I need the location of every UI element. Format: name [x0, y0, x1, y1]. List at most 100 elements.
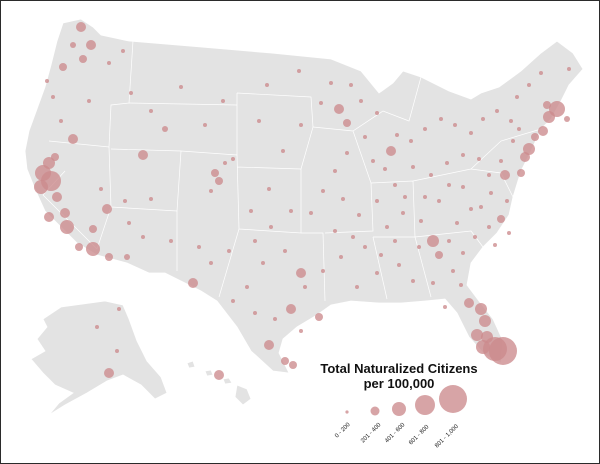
city-bubble: [211, 169, 219, 177]
city-bubble: [283, 249, 287, 253]
city-bubble: [351, 235, 355, 239]
city-bubble: [297, 69, 301, 73]
city-bubble: [121, 49, 125, 53]
city-bubble: [409, 139, 413, 143]
city-bubble: [188, 278, 198, 288]
legend-label: 401 - 600: [384, 422, 407, 445]
city-bubble: [403, 195, 407, 199]
city-bubble: [411, 279, 415, 283]
city-bubble: [127, 221, 131, 225]
city-bubble: [487, 173, 491, 177]
city-bubble: [383, 167, 387, 171]
city-bubble: [527, 83, 531, 87]
city-bubble: [479, 205, 483, 209]
state-boundaries: [42, 40, 542, 302]
city-bubble: [355, 285, 359, 289]
city-bubble: [469, 131, 473, 135]
city-bubble: [51, 95, 55, 99]
city-bubble: [179, 85, 183, 89]
legend-label: 801 - 1,000: [434, 423, 460, 449]
city-bubble: [86, 40, 96, 50]
city-bubble: [395, 133, 399, 137]
legend-label: 0 - 200: [334, 421, 352, 439]
city-bubble: [437, 199, 441, 203]
city-bubble: [99, 187, 103, 191]
city-bubble: [333, 229, 337, 233]
hawaii-maui: [222, 377, 233, 385]
city-bubble: [265, 83, 269, 87]
city-bubble: [221, 99, 225, 103]
city-bubble: [475, 303, 487, 315]
city-bubble: [245, 285, 249, 289]
city-bubble: [423, 127, 427, 131]
hawaii-big-island: [234, 384, 252, 406]
city-bubble: [419, 219, 423, 223]
city-bubble: [497, 215, 505, 223]
city-bubble: [427, 235, 439, 247]
city-bubble: [455, 221, 459, 225]
city-bubble: [141, 235, 145, 239]
legend-labels: 0 - 200 201 - 400 401 - 600 601 - 800 801 - …: [334, 421, 460, 449]
city-bubble: [417, 245, 421, 249]
city-bubble: [371, 159, 375, 163]
city-bubble: [443, 305, 447, 309]
city-bubble: [269, 225, 273, 229]
city-bubble: [329, 81, 333, 85]
hawaii-kauai: [186, 360, 196, 369]
city-bubble: [149, 197, 153, 201]
city-bubble: [451, 269, 455, 273]
legend-symbol: [415, 395, 435, 415]
city-bubble: [257, 119, 261, 123]
city-bubble: [538, 126, 548, 136]
city-bubble: [393, 239, 397, 243]
city-bubble: [129, 91, 133, 95]
city-bubble: [299, 123, 303, 127]
city-bubble: [343, 119, 351, 127]
legend-title-line2: per 100,000: [364, 376, 435, 391]
city-bubble: [435, 251, 443, 259]
city-bubble: [117, 307, 121, 311]
city-bubble: [445, 161, 449, 165]
city-bubble: [357, 213, 361, 217]
city-bubble: [249, 209, 253, 213]
city-bubble: [461, 185, 465, 189]
city-bubble: [447, 183, 451, 187]
city-bubble: [476, 340, 490, 354]
city-bubble: [299, 329, 303, 333]
city-bubble: [473, 235, 477, 239]
city-bubble: [231, 157, 235, 161]
city-bubble: [447, 239, 451, 243]
city-bubble: [214, 370, 224, 380]
city-bubble: [87, 99, 91, 103]
city-bubble: [363, 245, 367, 249]
city-bubble: [493, 243, 497, 247]
city-bubble: [59, 119, 63, 123]
city-bubble: [215, 177, 223, 185]
city-bubble: [138, 150, 148, 160]
city-bubble: [209, 189, 213, 193]
city-bubble: [431, 281, 435, 285]
city-bubble: [511, 139, 515, 143]
city-bubble: [45, 79, 49, 83]
city-bubble: [289, 361, 297, 369]
city-bubble: [523, 143, 535, 155]
city-bubble: [339, 255, 343, 259]
city-bubble: [52, 192, 62, 202]
legend-symbol: [345, 410, 349, 414]
city-bubble: [386, 146, 396, 156]
city-bubble: [505, 199, 509, 203]
city-bubble: [75, 243, 83, 251]
city-bubble: [333, 169, 337, 173]
city-bubble: [567, 67, 571, 71]
city-bubble: [76, 22, 86, 32]
city-bubble: [227, 249, 231, 253]
city-bubble: [59, 63, 67, 71]
city-bubble: [461, 153, 465, 157]
city-bubble: [464, 298, 474, 308]
city-bubble: [423, 195, 427, 199]
city-bubble: [34, 180, 48, 194]
city-bubble: [68, 134, 78, 144]
legend-symbol: [370, 406, 380, 416]
city-bubble: [517, 127, 521, 131]
